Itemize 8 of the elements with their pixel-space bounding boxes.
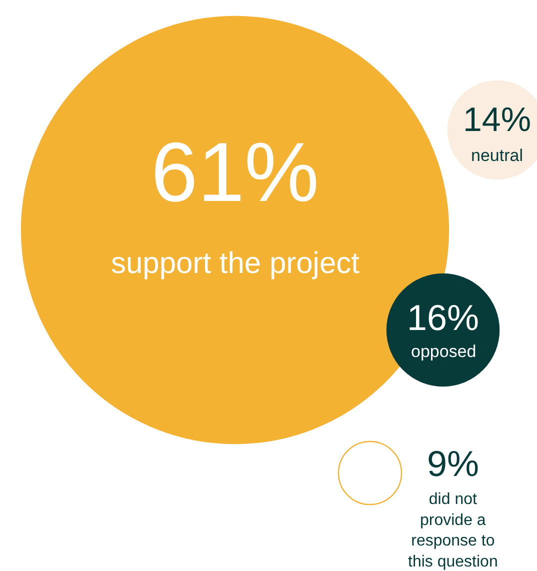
data-label: 14% xyxy=(463,101,532,139)
data-label: 16% xyxy=(407,297,480,338)
category-label: neutral xyxy=(471,146,523,165)
data-label: 9% xyxy=(427,443,480,484)
data-label: 61% xyxy=(151,125,320,219)
category-label: support the project xyxy=(111,247,360,280)
category-label: did not provide a response to this question xyxy=(408,491,498,570)
category-label: opposed xyxy=(411,342,476,361)
